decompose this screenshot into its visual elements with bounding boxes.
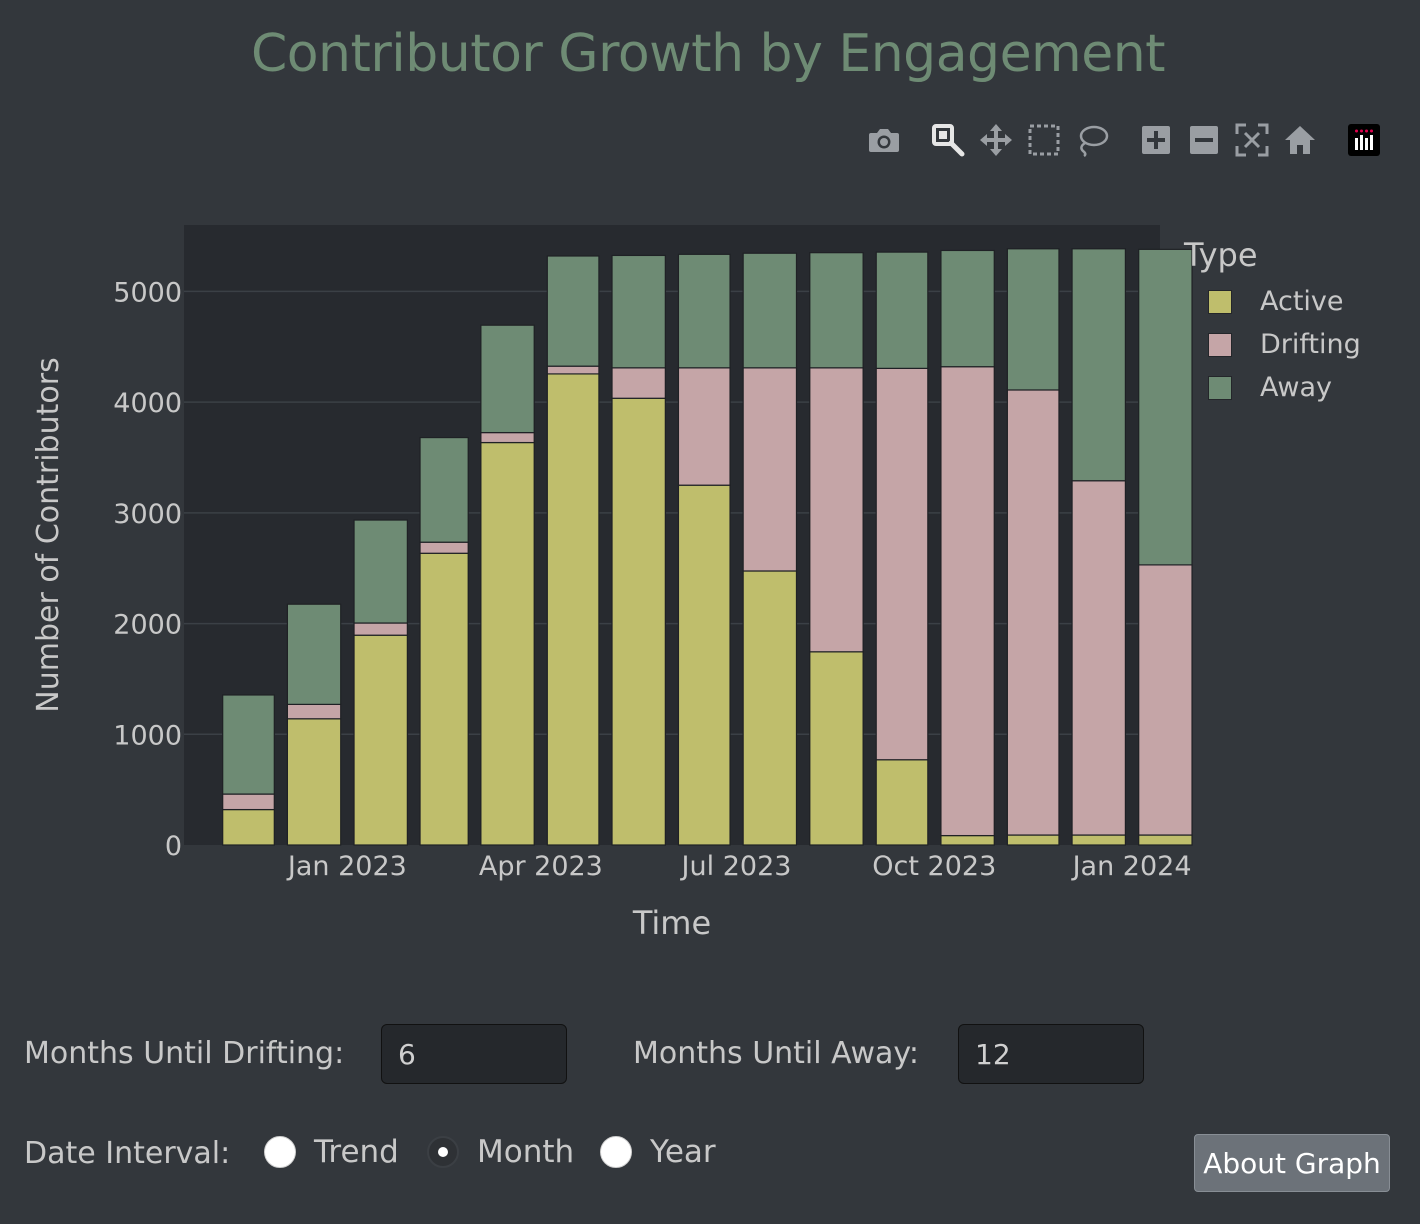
bar-active-2023-12[interactable]: [1072, 835, 1125, 845]
x-tick-label: Apr 2023: [479, 851, 603, 882]
x-axis-title: Time: [632, 904, 711, 942]
radio-month[interactable]: Month: [427, 1134, 574, 1170]
bar-drifting-2023-04[interactable]: [547, 366, 599, 374]
radio-trend-label: Trend: [314, 1134, 399, 1170]
bar-drifting-2023-11[interactable]: [1007, 390, 1059, 835]
y-tick-label: 5000: [113, 277, 182, 308]
bar-active-2023-07[interactable]: [743, 571, 796, 845]
bar-active-2023-01[interactable]: [354, 635, 407, 845]
months-until-drifting-input[interactable]: [381, 1024, 567, 1084]
bar-away-2023-07[interactable]: [743, 253, 796, 368]
legend-label-active: Active: [1260, 286, 1344, 317]
bar-active-2022-12[interactable]: [287, 719, 340, 845]
bar-away-2022-12[interactable]: [287, 604, 340, 704]
y-tick-label: 4000: [113, 388, 182, 419]
bar-away-2023-10[interactable]: [941, 250, 994, 366]
bar-drifting-2023-03[interactable]: [481, 433, 534, 443]
x-tick-label: Jan 2023: [286, 851, 407, 882]
radio-year[interactable]: Year: [600, 1134, 716, 1170]
bar-drifting-2023-05[interactable]: [612, 368, 665, 398]
bar-active-2023-03[interactable]: [481, 443, 534, 845]
bar-drifting-2023-02[interactable]: [420, 542, 468, 553]
bar-away-2023-05[interactable]: [612, 255, 665, 367]
legend-item-away[interactable]: Away: [1184, 366, 1361, 409]
bar-drifting-2024-01[interactable]: [1139, 565, 1192, 835]
bar-drifting-2023-08[interactable]: [810, 368, 863, 652]
bar-active-2023-10[interactable]: [941, 836, 994, 845]
legend-title: Type: [1184, 236, 1361, 274]
radio-trend-circle[interactable]: [264, 1136, 296, 1168]
bar-away-2023-11[interactable]: [1007, 249, 1059, 390]
bar-away-2023-06[interactable]: [678, 254, 730, 367]
bar-away-2023-08[interactable]: [810, 253, 863, 368]
bar-drifting-2023-10[interactable]: [941, 367, 994, 836]
bar-drifting-2023-12[interactable]: [1072, 481, 1125, 835]
legend-label-away: Away: [1260, 372, 1332, 403]
x-tick-label: Jul 2023: [680, 851, 792, 882]
bar-drifting-2023-07[interactable]: [743, 368, 796, 571]
bar-drifting-2022-12[interactable]: [287, 704, 340, 718]
legend-item-drifting[interactable]: Drifting: [1184, 323, 1361, 366]
y-tick-label: 0: [165, 831, 182, 862]
legend-item-active[interactable]: Active: [1184, 280, 1361, 323]
bar-away-2023-02[interactable]: [420, 438, 468, 543]
chart-legend: Type Active Drifting Away: [1184, 236, 1361, 409]
stacked-bar-chart[interactable]: 0 1000 2000 3000 4000 5000 Jan 2023 Apr 2023 Ju…: [0, 0, 1420, 960]
y-tick-label: 2000: [113, 610, 182, 641]
bar-drifting-2023-01[interactable]: [354, 623, 407, 635]
bar-active-2023-02[interactable]: [420, 553, 468, 845]
bar-away-2022-11[interactable]: [223, 695, 275, 794]
bar-drifting-2022-11[interactable]: [223, 794, 275, 810]
y-axis-title: Number of Contributors: [31, 357, 66, 712]
legend-swatch-active: [1208, 290, 1232, 314]
bar-active-2023-04[interactable]: [547, 374, 599, 845]
bar-away-2023-09[interactable]: [876, 252, 928, 368]
bar-active-2023-11[interactable]: [1007, 835, 1059, 845]
radio-trend[interactable]: Trend: [264, 1134, 399, 1170]
legend-swatch-away: [1208, 376, 1232, 400]
bar-active-2023-06[interactable]: [678, 485, 730, 845]
bar-active-2023-05[interactable]: [612, 398, 665, 845]
bar-active-2024-01[interactable]: [1139, 835, 1192, 845]
bar-away-2023-04[interactable]: [547, 256, 599, 366]
bar-away-2023-01[interactable]: [354, 520, 407, 623]
radio-month-label: Month: [477, 1134, 574, 1170]
bar-away-2023-03[interactable]: [481, 325, 534, 432]
months-until-drifting-label: Months Until Drifting:: [24, 1036, 344, 1071]
radio-year-label: Year: [650, 1134, 716, 1170]
bar-active-2023-08[interactable]: [810, 652, 863, 845]
bar-drifting-2023-06[interactable]: [678, 368, 730, 485]
about-graph-button[interactable]: About Graph: [1194, 1134, 1390, 1192]
y-tick-label: 3000: [113, 499, 182, 530]
bar-active-2023-09[interactable]: [876, 760, 928, 845]
bar-away-2023-12[interactable]: [1072, 249, 1125, 481]
radio-month-circle[interactable]: [427, 1136, 459, 1168]
radio-year-circle[interactable]: [600, 1136, 632, 1168]
x-tick-label: Jan 2024: [1071, 851, 1192, 882]
months-until-away-input[interactable]: [958, 1024, 1144, 1084]
bar-drifting-2023-09[interactable]: [876, 368, 928, 759]
months-until-away-label: Months Until Away:: [633, 1036, 919, 1071]
x-tick-label: Oct 2023: [872, 851, 996, 882]
y-tick-label: 1000: [113, 720, 182, 751]
date-interval-label: Date Interval:: [24, 1136, 230, 1171]
bar-active-2022-11[interactable]: [223, 810, 275, 845]
legend-label-drifting: Drifting: [1260, 329, 1361, 360]
legend-swatch-drifting: [1208, 333, 1232, 357]
